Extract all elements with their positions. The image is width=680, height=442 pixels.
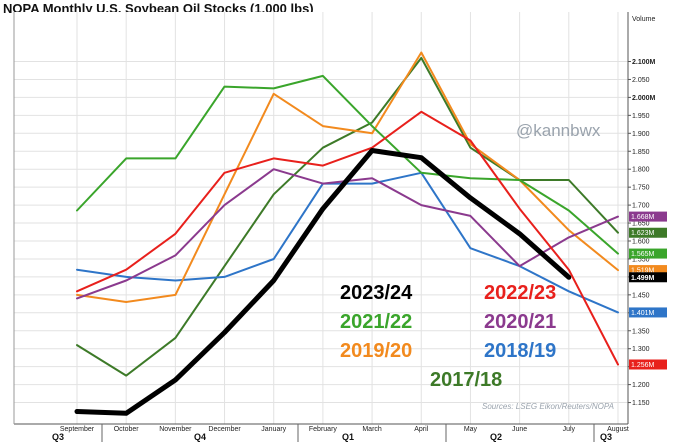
x-tick-label: August [607,426,629,433]
x-tick-label: October [114,426,140,433]
quarter-label: Q3 [52,432,64,442]
legend-entry: 2018/19 [484,340,556,362]
legend-entry: 2021/22 [340,311,412,333]
x-tick-label: December [208,426,241,433]
x-tick-label: November [159,426,192,433]
legend-entry: 2023/24 [340,282,413,304]
series-line-2021-22 [76,74,619,255]
series-line-2018-19 [76,171,619,314]
y-tick-label: 1.650 [632,221,650,228]
series-line-2023-24 [74,148,572,416]
x-tick-label: June [512,426,527,433]
y-tick-label: 1.800 [632,167,650,174]
value-tag [629,307,667,318]
legend-entry: 2017/18 [430,369,502,391]
y-tick-label: 2.000M [632,95,656,102]
series-line-2019-20 [76,51,619,303]
value-tag-label: 1.499M [631,275,655,282]
x-tick-label: July [563,426,576,433]
x-tick-label: January [261,426,286,433]
quarter-label: Q4 [194,432,206,442]
x-tick-label: September [60,426,95,433]
value-tag-label: 1.623M [631,230,655,237]
value-tag [629,211,667,222]
y-tick-label: 1.850 [632,149,650,156]
x-tick-label: April [414,426,428,433]
series-line-2017-18 [76,56,619,377]
y-tick-label: 1.200 [632,382,650,389]
watermark: @kannbwx [516,121,601,140]
value-tag-label: 1.256M [631,362,655,369]
y-tick-label: 1.950 [632,113,650,120]
value-tag-label: 1.519M [631,268,655,275]
y-tick-label: 2.100M [632,59,656,66]
x-tick-label: February [309,426,338,433]
source-note: Sources: LSEG Eikon/Reuters/NOPA [482,402,614,411]
quarter-label: Q1 [342,432,354,442]
y-tick-label: 1.600 [632,239,650,246]
value-tag-label: 1.668M [631,214,655,221]
legend-entry: 2022/23 [484,282,556,304]
y-tick-label: 1.700 [632,203,650,210]
legend-entry: 2019/20 [340,340,412,362]
legend-entry: 2020/21 [484,311,556,333]
y-tick-label: 1.450 [632,292,650,299]
y-axis-label: Volume [632,16,655,23]
y-tick-label: 1.150 [632,400,650,407]
x-tick-label: May [464,426,478,433]
y-tick-label: 1.900 [632,131,650,138]
series-line-2022-23 [76,110,619,366]
value-tag [629,272,667,283]
value-tag [629,227,667,238]
plot-area [14,12,628,424]
value-tag-label: 1.401M [631,310,655,317]
value-tag [629,359,667,370]
value-tag [629,265,667,276]
value-tag [629,248,667,259]
y-tick-label: 1.550 [632,256,650,263]
y-tick-label: 1.750 [632,185,650,192]
quarter-label: Q2 [490,432,502,442]
y-tick-label: 1.300 [632,346,650,353]
x-tick-label: March [362,426,382,433]
quarter-label: Q3 [600,432,612,442]
y-tick-label: 2.050 [632,77,650,84]
value-tag-label: 1.565M [631,251,655,258]
y-tick-label: 1.350 [632,328,650,335]
